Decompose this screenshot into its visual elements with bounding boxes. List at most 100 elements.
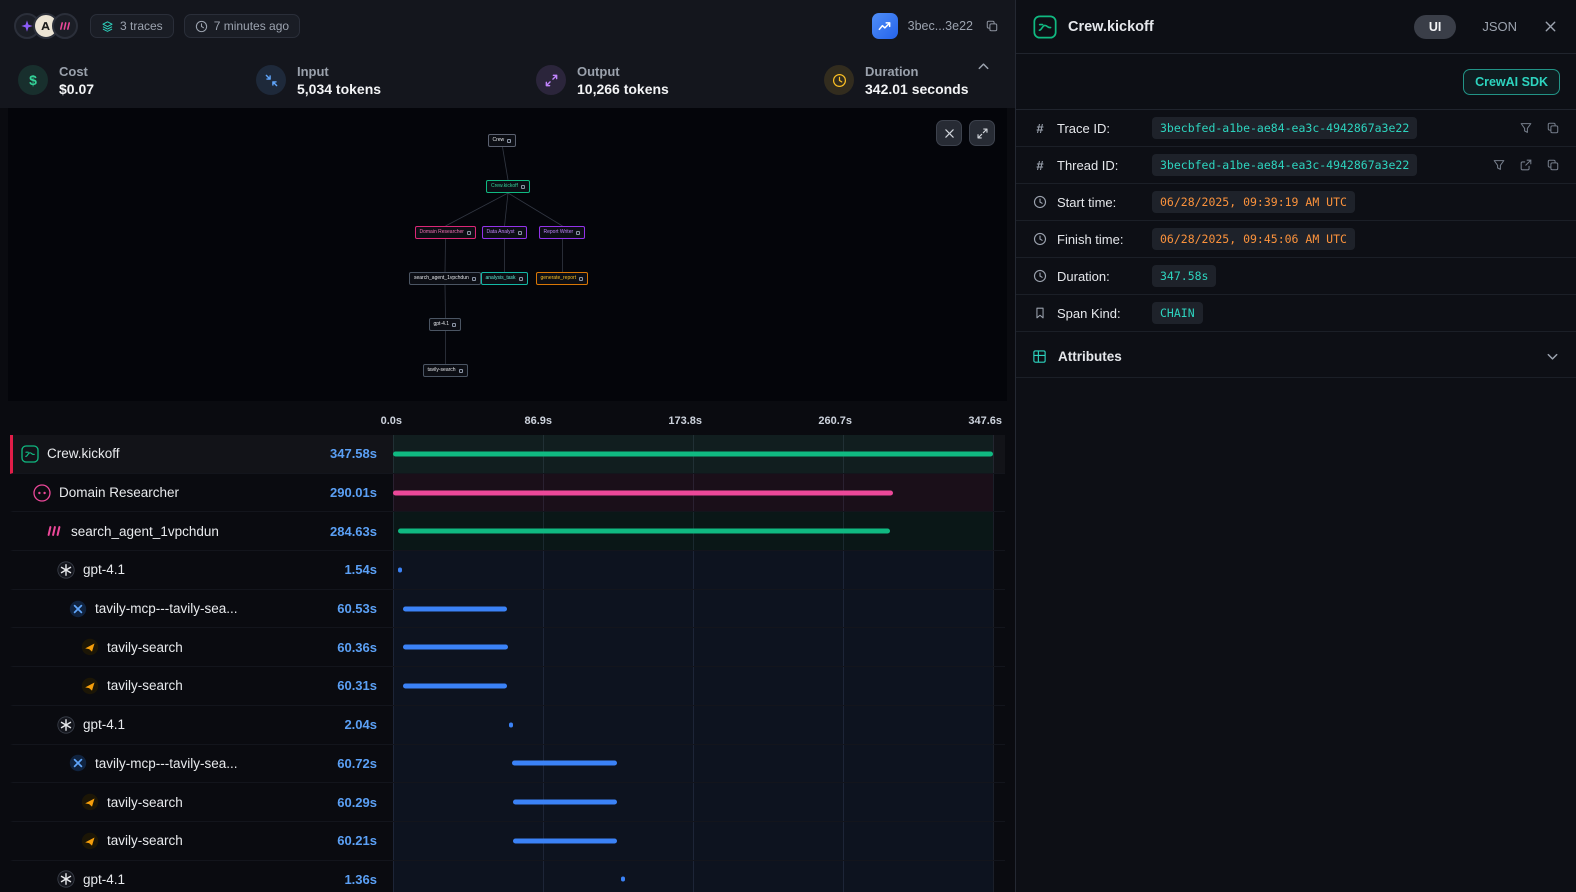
graph-node-data-analyst[interactable]: Data Analyst bbox=[481, 226, 527, 239]
traces-count-label: 3 traces bbox=[120, 19, 163, 33]
tavily-icon bbox=[81, 832, 99, 850]
detail-label: Thread ID: bbox=[1057, 157, 1119, 173]
graph-node-label: generate_report bbox=[540, 275, 577, 281]
external-button[interactable] bbox=[1519, 158, 1533, 172]
span-duration: 60.53s bbox=[337, 601, 377, 617]
detail-label: Start time: bbox=[1057, 194, 1117, 210]
tab-ui[interactable]: UI bbox=[1413, 14, 1457, 39]
detail-value: 06/28/2025, 09:45:06 AM UTC bbox=[1152, 228, 1355, 250]
span-duration: 2.04s bbox=[344, 717, 377, 733]
span-bar[interactable] bbox=[513, 838, 617, 844]
graph-node-label: Crew bbox=[492, 137, 505, 143]
span-bar[interactable] bbox=[393, 490, 894, 496]
span-row-gpt-4-1[interactable]: gpt-4.1 1.36s bbox=[10, 860, 1005, 892]
openai-icon bbox=[57, 870, 75, 889]
detail-value: 3becbfed-a1be-ae84-ea3c-4942867a3e22 bbox=[1152, 154, 1418, 176]
graph-node-generate-report[interactable]: generate_report bbox=[535, 272, 589, 285]
detail-value: CHAIN bbox=[1152, 302, 1203, 324]
metric-duration: Duration 342.01 seconds bbox=[824, 64, 969, 97]
span-row-gpt-4-1[interactable]: gpt-4.1 1.54s bbox=[10, 551, 1005, 590]
span-label-cell: tavily-search 60.31s bbox=[13, 677, 393, 695]
copy-trace-id-button[interactable] bbox=[983, 17, 1001, 35]
span-label-cell: tavily-search 60.29s bbox=[13, 793, 393, 811]
graph-node-handle-icon bbox=[517, 230, 522, 235]
graph-node-handle-icon bbox=[507, 138, 512, 143]
graph-node-handle-icon bbox=[471, 276, 476, 281]
sdk-row: CrewAI SDK bbox=[1016, 54, 1576, 110]
metrics-chart-button[interactable] bbox=[871, 13, 898, 39]
attributes-label: Attributes bbox=[1058, 349, 1122, 364]
span-track-tint bbox=[393, 821, 993, 860]
span-bar[interactable] bbox=[403, 683, 507, 689]
span-track bbox=[393, 667, 993, 705]
trend-icon bbox=[877, 19, 892, 34]
sdk-badge: CrewAI SDK bbox=[1463, 68, 1560, 95]
span-row-tavily-search[interactable]: tavily-search 60.29s bbox=[10, 783, 1005, 822]
graph-expand-button[interactable] bbox=[969, 120, 995, 146]
span-track bbox=[393, 628, 993, 667]
detail-label: Duration: bbox=[1057, 268, 1110, 284]
span-duration: 347.58s bbox=[330, 446, 377, 462]
detail-row-finish-time: Finish time: 06/28/2025, 09:45:06 AM UTC bbox=[1016, 221, 1576, 258]
span-row-tavily-mcp-tavily-sea[interactable]: tavily-mcp---tavily-sea... 60.72s bbox=[10, 744, 1005, 784]
span-bar[interactable] bbox=[513, 799, 617, 805]
tick-label: 173.8s bbox=[668, 415, 702, 427]
graph-node-search-agent-1vpchdun[interactable]: search_agent_1vpchdun bbox=[409, 272, 481, 285]
graph-node-crew[interactable]: Crew bbox=[487, 134, 517, 147]
span-duration: 60.72s bbox=[337, 755, 377, 771]
span-track bbox=[393, 435, 993, 473]
metric-input: Input 5,034 tokens bbox=[256, 64, 536, 97]
filter-button[interactable] bbox=[1519, 121, 1533, 135]
span-row-gpt-4-1[interactable]: gpt-4.1 2.04s bbox=[10, 705, 1005, 745]
span-bar[interactable] bbox=[398, 567, 403, 573]
graph-close-button[interactable] bbox=[936, 120, 962, 146]
span-track bbox=[393, 705, 993, 744]
span-bar[interactable] bbox=[621, 876, 625, 882]
graph-node-report-writer[interactable]: Report Writer bbox=[538, 226, 586, 239]
cost-icon: $ bbox=[18, 65, 48, 95]
span-track-tint bbox=[393, 860, 993, 892]
close-panel-button[interactable] bbox=[1541, 17, 1560, 36]
tick-label: 86.9s bbox=[524, 415, 552, 427]
attributes-section-toggle[interactable]: Attributes bbox=[1016, 336, 1576, 378]
span-row-tavily-search[interactable]: tavily-search 60.21s bbox=[10, 821, 1005, 861]
detail-header: Crew.kickoff UI JSON bbox=[1016, 0, 1576, 54]
collapse-metrics-button[interactable] bbox=[970, 58, 997, 75]
graph-node-crew-kickoff[interactable]: Crew.kickoff bbox=[486, 180, 530, 193]
metric-text: Input 5,034 tokens bbox=[297, 64, 381, 97]
metric-text: Cost $0.07 bbox=[59, 64, 94, 97]
gridline bbox=[693, 435, 694, 892]
timeline-axis: 0.0s 86.9s 173.8s 260.7s 347.6s bbox=[10, 401, 1005, 435]
traces-count-badge[interactable]: 3 traces bbox=[90, 14, 174, 38]
tab-json[interactable]: JSON bbox=[1476, 18, 1523, 35]
graph-node-tavily-search[interactable]: tavily-search bbox=[422, 364, 468, 377]
span-row-search-agent-1vpchdun[interactable]: search_agent_1vpchdun 284.63s bbox=[10, 512, 1005, 552]
span-row-tavily-mcp-tavily-sea[interactable]: tavily-mcp---tavily-sea... 60.53s bbox=[10, 589, 1005, 629]
span-track-tint bbox=[393, 783, 993, 821]
graph-node-analysis-task[interactable]: analysis_task bbox=[480, 272, 528, 285]
span-row-tavily-search[interactable]: tavily-search 60.31s bbox=[10, 667, 1005, 706]
span-track-tint bbox=[393, 744, 993, 783]
copy-button[interactable] bbox=[1546, 158, 1560, 172]
span-bar[interactable] bbox=[393, 451, 993, 457]
metric-output: Output 10,266 tokens bbox=[536, 64, 824, 97]
detail-title: Crew.kickoff bbox=[1068, 18, 1154, 35]
span-name: Crew.kickoff bbox=[47, 446, 120, 462]
span-bar[interactable] bbox=[403, 644, 508, 650]
span-duration: 60.21s bbox=[337, 833, 377, 849]
tavily-icon bbox=[81, 793, 99, 811]
span-row-crew-kickoff[interactable]: Crew.kickoff 347.58s bbox=[10, 435, 1005, 474]
span-bar[interactable] bbox=[512, 760, 618, 766]
span-row-tavily-search[interactable]: tavily-search 60.36s bbox=[10, 628, 1005, 668]
span-bar[interactable] bbox=[402, 606, 507, 612]
span-bar[interactable] bbox=[398, 528, 890, 534]
span-row-domain-researcher[interactable]: Domain Researcher 290.01s bbox=[10, 473, 1005, 513]
copy-button[interactable] bbox=[1546, 121, 1560, 135]
filter-button[interactable] bbox=[1492, 158, 1506, 172]
span-track bbox=[393, 744, 993, 783]
span-bar[interactable] bbox=[508, 722, 513, 728]
graph-node-gpt-4-1[interactable]: gpt-4.1 bbox=[428, 318, 462, 331]
graph-node-domain-researcher[interactable]: Domain Researcher bbox=[414, 226, 476, 239]
tavily-icon bbox=[81, 677, 99, 695]
